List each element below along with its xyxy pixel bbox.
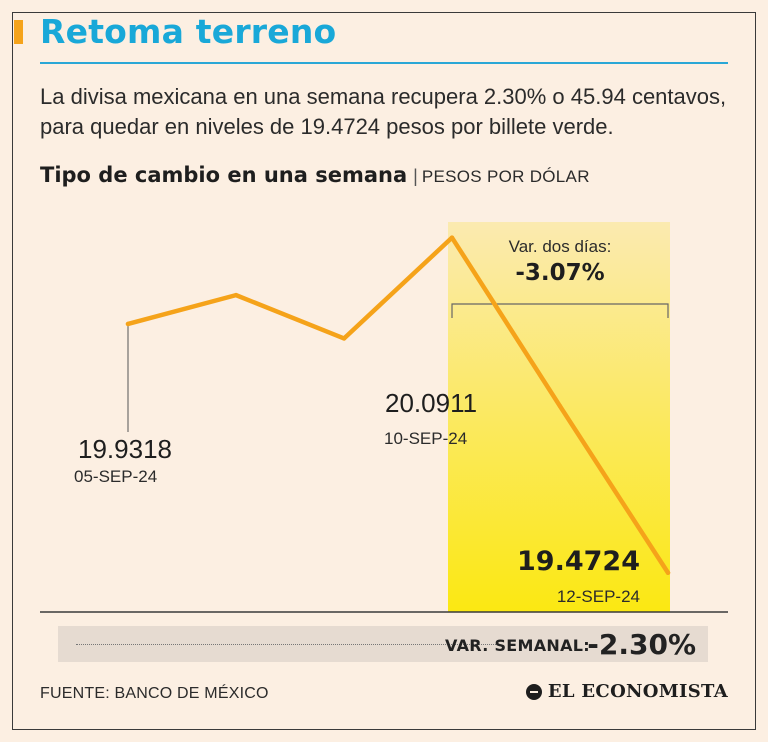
callout-date-0: 05-SEP-24 bbox=[74, 467, 157, 486]
subtitle: La divisa mexicana en una semana recuper… bbox=[40, 84, 727, 139]
title-divider bbox=[40, 62, 728, 64]
highlight-bracket bbox=[451, 303, 669, 318]
series-line bbox=[125, 235, 671, 576]
highlight-value: -3.07% bbox=[515, 260, 604, 286]
chart-heading: Tipo de cambio en una semana | PESOS POR D… bbox=[40, 163, 590, 188]
callout-date-1: 10-SEP-24 bbox=[384, 429, 467, 448]
page-title: Retoma terreno bbox=[40, 12, 337, 51]
data-point-4 bbox=[557, 403, 563, 409]
highlight-label: Var. dos días: bbox=[509, 237, 612, 256]
callout-value-2: 19.4724 bbox=[517, 546, 640, 577]
chart-title: Tipo de cambio en una semana bbox=[40, 163, 408, 187]
weekly-variation-label: VAR. SEMANAL: bbox=[445, 636, 590, 655]
chart-units: PESOS POR DÓLAR bbox=[421, 167, 590, 186]
callout-date-2: 12-SEP-24 bbox=[557, 587, 640, 606]
weekly-variation-bar: VAR. SEMANAL: -2.30% bbox=[58, 626, 708, 662]
data-point-0 bbox=[125, 321, 131, 327]
data-point-1 bbox=[233, 292, 239, 298]
infographic-frame bbox=[12, 12, 756, 730]
brand-logo: EL ECONOMISTA bbox=[525, 681, 728, 702]
source-note: FUENTE: BANCO DE MÉXICO bbox=[40, 685, 269, 702]
callout-value-0: 19.9318 bbox=[78, 434, 172, 464]
chart-heading-separator: | bbox=[413, 166, 418, 186]
weekly-variation-value: -2.30% bbox=[587, 628, 696, 661]
data-point-3 bbox=[449, 235, 455, 240]
data-point-5 bbox=[665, 570, 671, 575]
data-point-2 bbox=[341, 336, 347, 341]
dotted-leader bbox=[76, 644, 496, 645]
callout-value-1: 20.0911 bbox=[385, 388, 477, 418]
title-accent-bar bbox=[14, 20, 23, 44]
brand-e-icon bbox=[525, 683, 542, 700]
brand-name: EL ECONOMISTA bbox=[547, 681, 728, 702]
